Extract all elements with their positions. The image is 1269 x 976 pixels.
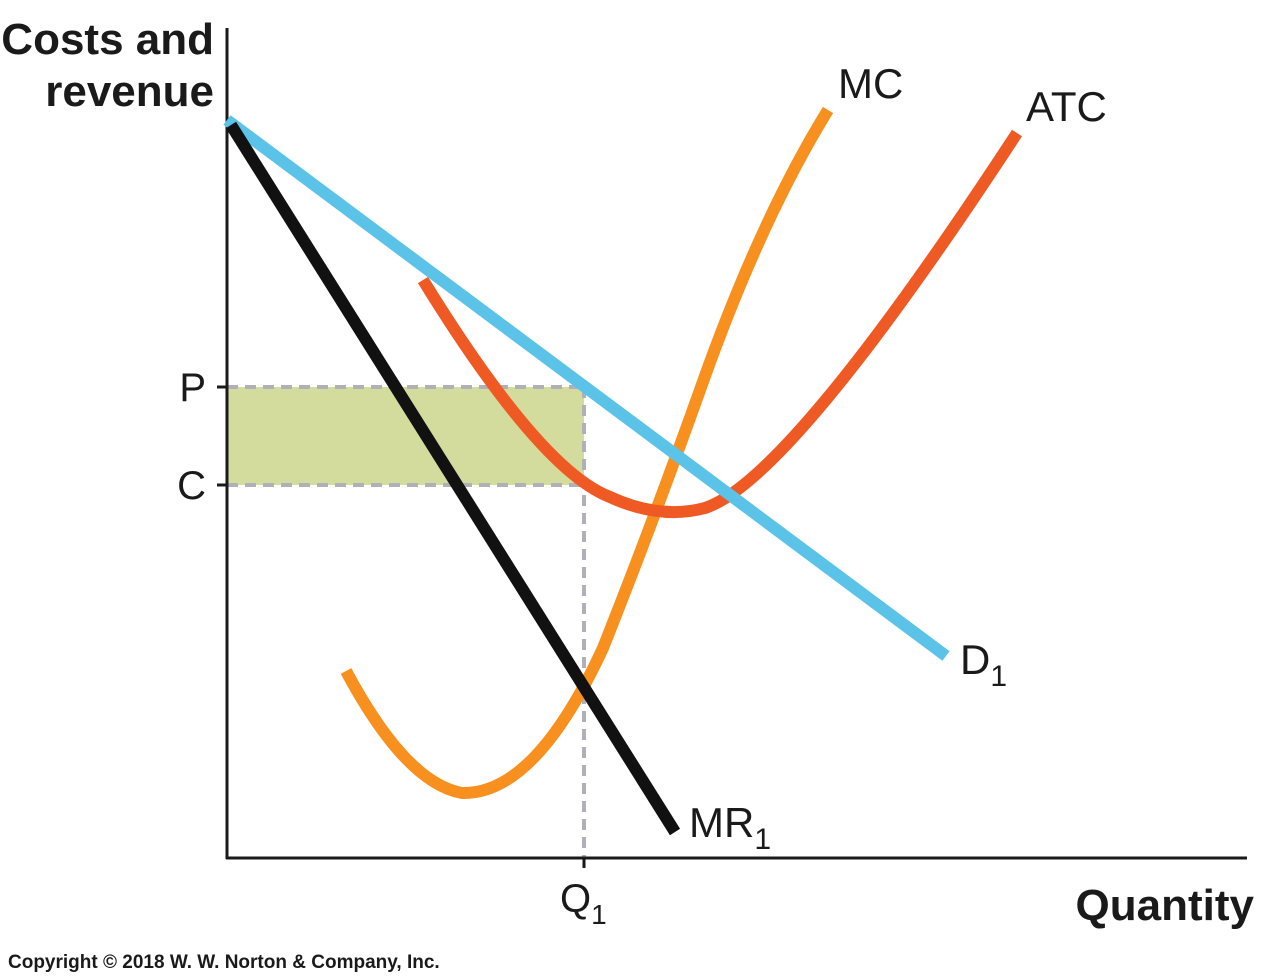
atc-label: ATC: [1026, 83, 1107, 130]
demand-label-subscript: 1: [990, 660, 1007, 693]
price-tick-label: P: [179, 366, 206, 410]
y-axis-title-line2: revenue: [45, 67, 214, 116]
quantity-tick-subscript: 1: [591, 899, 607, 930]
mr-label: MR1: [689, 799, 771, 856]
axes: [217, 28, 1247, 868]
quantity-tick-label: Q1: [560, 877, 607, 930]
mc-label: MC: [838, 60, 903, 107]
mc-curve: [340, 106, 834, 800]
demand-curve: [223, 115, 950, 661]
x-axis-title: Quantity: [1076, 881, 1255, 930]
guide-lines: [227, 385, 586, 858]
mr-curve: [225, 121, 681, 836]
demand-label: D1: [960, 636, 1007, 693]
cost-tick-label: C: [177, 464, 206, 508]
mr-label-subscript: 1: [754, 823, 771, 856]
atc-curve: [417, 129, 1023, 519]
y-axis-title-line1: Costs and: [1, 15, 214, 64]
copyright-notice: Copyright © 2018 W. W. Norton & Company,…: [8, 952, 440, 973]
